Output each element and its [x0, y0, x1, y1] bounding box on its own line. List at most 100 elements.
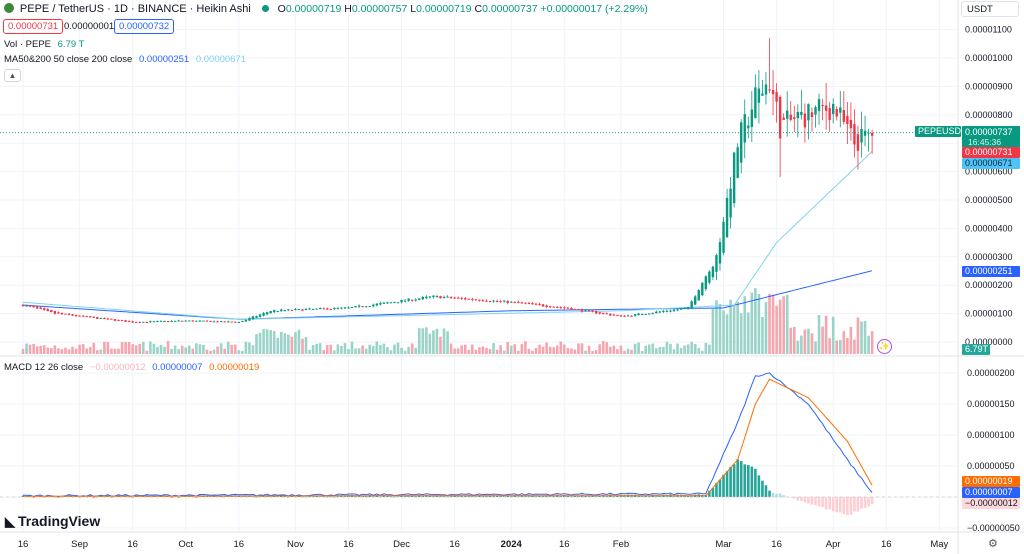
currency-selector[interactable]: USDT [961, 1, 1019, 17]
candle-body [750, 109, 754, 127]
candle-body [64, 313, 67, 315]
macd-hist-bar [531, 495, 534, 497]
volume-bar [534, 347, 538, 354]
volume-bar [57, 348, 60, 354]
macd-line-tag: 0.00000007 [965, 487, 1013, 497]
macd-hist-bar [800, 497, 803, 501]
candle-body [280, 309, 283, 312]
volume-bar [460, 345, 464, 354]
brand-text: TradingView [18, 513, 101, 529]
volume-bar [21, 348, 25, 354]
candle-body [492, 300, 495, 302]
candle-body [591, 310, 594, 312]
candle-body [138, 322, 141, 324]
candle-body [694, 296, 697, 305]
volume-bar [262, 329, 265, 354]
volume-bar [739, 313, 743, 354]
candle-body [651, 312, 654, 314]
candle-body [856, 134, 860, 151]
macd-hist-bar [333, 496, 336, 498]
collapse-legend-button[interactable]: ▲ [4, 69, 21, 82]
settings-gear-icon[interactable]: ⚙ [988, 538, 998, 550]
macd-hist-bar [591, 495, 594, 497]
candle-body [269, 311, 272, 314]
candles[interactable] [21, 38, 874, 324]
macd-hist-bar [849, 497, 853, 515]
volume-bar [138, 343, 142, 354]
macd-hist-bar [141, 496, 145, 498]
volume-bar [870, 331, 874, 354]
macd-legend[interactable]: MACD 12 26 close −0.00000012 0.00000007 … [4, 362, 259, 373]
macd-hist-bar [722, 474, 725, 497]
volume-bar [396, 342, 400, 354]
volume-bar [665, 341, 669, 354]
volume-legend[interactable]: Vol · PEPE 6.79 T [4, 39, 84, 50]
macd-tick-label: −0.00000050 [967, 523, 1020, 533]
volume-bar [205, 349, 209, 354]
volume-bar [821, 326, 824, 354]
volume-bar [85, 348, 88, 354]
volume-bar [644, 345, 647, 354]
volume-bar [322, 349, 326, 354]
candle-body [839, 107, 842, 113]
candle-body [435, 295, 439, 297]
volume-bar [524, 341, 527, 354]
volume-bar [354, 348, 357, 354]
candle-body [488, 301, 492, 303]
candle-body [357, 305, 361, 307]
volume-bar [311, 345, 315, 354]
volume-bar [279, 331, 283, 354]
macd-hist-bar [308, 496, 311, 498]
candle-body [255, 316, 258, 318]
macd-hist-bar [817, 497, 821, 507]
macd-hist-bar [357, 496, 361, 498]
volume-bar [379, 344, 382, 354]
macd-hist-bar [170, 497, 173, 498]
ma-legend[interactable]: MA50&200 50 close 200 close 0.00000251 0… [4, 54, 246, 65]
candle-body [156, 320, 159, 322]
macd-hist-bar [725, 471, 729, 497]
candle-body [456, 297, 460, 299]
candle-body [623, 315, 626, 317]
volume-bar [559, 341, 563, 354]
candle-body [640, 314, 644, 316]
macd-hist-bar [410, 496, 414, 497]
candle-body [230, 321, 233, 323]
macd-hist-bar [311, 495, 315, 497]
volume-bar [283, 333, 287, 354]
last-price-tag-bg [962, 126, 1020, 147]
candle-body [768, 89, 771, 91]
volume-bar [219, 343, 223, 354]
volume-bar [92, 342, 96, 354]
volume-bar [375, 341, 379, 354]
macd-hist-bar [771, 492, 775, 497]
macd-hist-bar [393, 496, 396, 498]
candle-body [85, 316, 88, 318]
volume-bar [78, 344, 81, 354]
bid-button[interactable]: 0.00000731 [3, 19, 64, 34]
candle-body [803, 113, 807, 128]
volume-bar [32, 343, 35, 354]
candle-body [793, 117, 796, 119]
macd-hist-bar [729, 466, 732, 497]
ask-button[interactable]: 0.00000732 [114, 19, 175, 34]
volume-bar [771, 294, 775, 354]
tradingview-logo[interactable]: ◣ TradingView [5, 513, 100, 530]
macd-hist-bar [856, 497, 860, 512]
symbol-title[interactable]: PEPE / TetherUS · 1D · BINANCE · Heikin … [19, 3, 251, 15]
candle-body [697, 290, 700, 301]
candle-body [563, 307, 566, 309]
volume-bar [478, 347, 481, 354]
volume-bar [640, 350, 644, 354]
candle-body [676, 309, 679, 311]
volume-bar [382, 343, 386, 354]
volume-bar [690, 341, 693, 354]
volume-bar [669, 343, 672, 354]
volume-bar [414, 347, 418, 354]
candle-body [485, 300, 488, 302]
volume-bar [467, 349, 471, 354]
macd-hist-bar [792, 497, 796, 499]
lightning-icon[interactable]: ✨ [877, 339, 892, 354]
chevron-up-icon: ▲ [8, 71, 17, 80]
